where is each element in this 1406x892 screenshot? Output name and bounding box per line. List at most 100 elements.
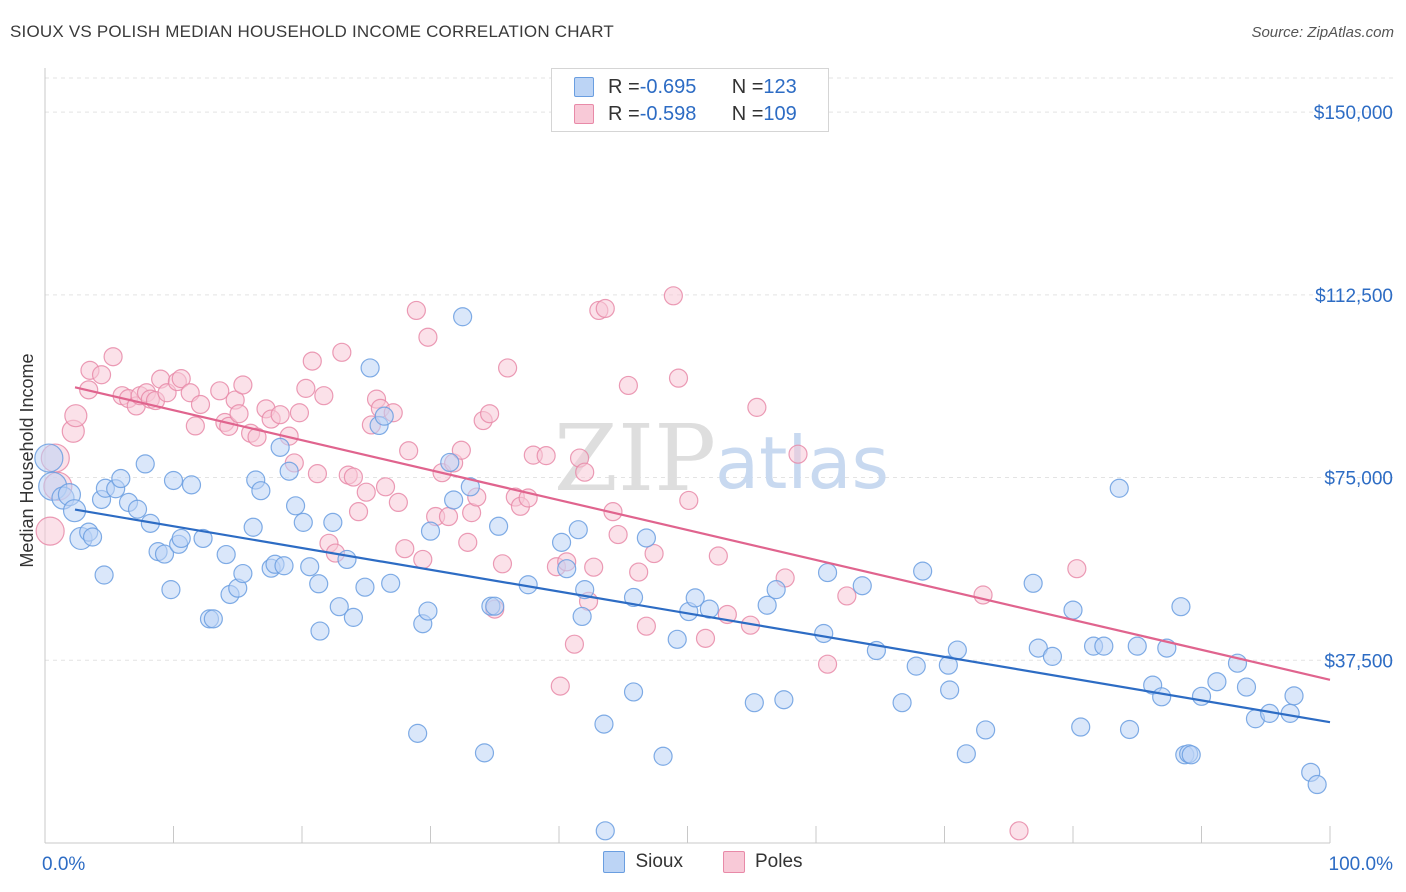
poles-point: [247, 427, 267, 447]
series-swatch-sioux: [603, 851, 626, 873]
watermark-atlas: atlas: [715, 421, 889, 505]
sioux-point: [1307, 774, 1327, 795]
sioux-point: [757, 595, 777, 615]
sioux-point: [1109, 478, 1129, 498]
sioux-point: [418, 601, 438, 621]
series-legend: Sioux Poles: [0, 851, 1406, 873]
sioux-point: [127, 499, 148, 519]
poles-point: [1009, 821, 1029, 841]
poles-point: [564, 634, 585, 654]
poles-point: [307, 464, 328, 484]
legend-row-sioux: R = -0.695 N = 123: [552, 74, 797, 100]
series-legend-sioux: Sioux: [603, 851, 683, 873]
sioux-point: [1028, 638, 1048, 658]
poles-point: [458, 532, 478, 552]
sioux-point: [744, 693, 764, 713]
sioux-point: [293, 512, 313, 532]
sioux-point: [310, 621, 330, 641]
sioux-point: [233, 563, 253, 584]
poles-point: [348, 502, 369, 522]
sioux-point: [360, 358, 380, 378]
legend-n-label: N =: [731, 102, 764, 125]
poles-point: [668, 368, 689, 388]
sioux-point: [1181, 745, 1201, 765]
poles-points: [35, 286, 1087, 841]
poles-point: [289, 403, 310, 423]
poles-point: [406, 300, 426, 321]
sioux-point: [1152, 687, 1172, 707]
sioux-point: [161, 580, 181, 600]
poles-point: [584, 557, 604, 577]
sioux-point: [300, 557, 320, 577]
sioux-point: [568, 520, 588, 540]
sioux-point: [270, 437, 290, 457]
sioux-points: [34, 307, 1327, 841]
sioux-point: [1042, 646, 1063, 666]
sioux-point: [203, 609, 223, 629]
poles-point: [388, 492, 408, 513]
series-label-poles: Poles: [755, 851, 803, 872]
poles-point: [708, 546, 728, 566]
sioux-point: [852, 576, 872, 596]
chart-title: SIOUX VS POLISH MEDIAN HOUSEHOLD INCOME …: [10, 22, 614, 41]
poles-point: [103, 347, 123, 367]
poles-point: [356, 482, 376, 502]
sioux-point: [279, 461, 299, 481]
sioux-point: [956, 744, 976, 764]
poles-point: [817, 654, 838, 674]
sioux-point: [171, 528, 191, 549]
sioux-point: [82, 527, 103, 547]
sioux-trend-line: [74, 508, 1331, 724]
poles-point: [644, 543, 664, 564]
poles-point: [35, 516, 65, 546]
poles-point: [837, 586, 857, 606]
legend-swatch-sioux: [574, 77, 594, 97]
sioux-point: [572, 606, 592, 627]
poles-trend-line: [74, 386, 1331, 681]
sioux-point: [374, 406, 394, 426]
poles-point: [608, 524, 628, 545]
sioux-point: [408, 723, 428, 743]
sioux-point: [594, 714, 614, 734]
sioux-point: [329, 597, 349, 617]
legend-r-label: R =: [608, 75, 640, 98]
poles-point: [91, 365, 112, 385]
sioux-point: [1063, 600, 1083, 620]
y-axis-title: Median Household Income: [17, 353, 37, 567]
poles-point: [550, 676, 570, 696]
poles-point: [695, 628, 716, 648]
sioux-point: [489, 516, 509, 536]
sioux-point: [1284, 686, 1304, 706]
sioux-point: [135, 454, 155, 474]
y-tick-label: $112,500: [1315, 286, 1393, 307]
sioux-point: [766, 580, 786, 600]
poles-point: [343, 467, 363, 487]
sioux-point: [381, 573, 401, 593]
poles-point: [1067, 559, 1087, 579]
sioux-point: [814, 623, 834, 644]
legend-r-label: R =: [608, 102, 640, 125]
poles-point: [636, 616, 656, 636]
x-tick-label-start: 0.0%: [42, 854, 85, 875]
poles-point: [663, 286, 683, 306]
sioux-point: [1236, 677, 1257, 697]
legend-n-label: N =: [731, 75, 764, 98]
sioux-point: [892, 693, 912, 713]
poles-point: [480, 404, 500, 424]
sioux-point: [653, 746, 673, 766]
poles-point: [418, 327, 438, 347]
series-legend-poles: Poles: [723, 851, 803, 873]
sioux-point: [193, 528, 213, 549]
legend-swatch-poles: [574, 104, 594, 124]
sioux-point: [251, 481, 271, 501]
poles-point: [451, 440, 471, 460]
sioux-point: [337, 549, 357, 570]
poles-point: [618, 375, 638, 396]
poles-point: [185, 416, 205, 436]
sioux-point: [485, 596, 505, 616]
sioux-point: [420, 521, 441, 541]
sioux-point: [216, 544, 236, 565]
sioux-point: [1023, 573, 1043, 593]
y-tick-label: $150,000: [1314, 103, 1393, 124]
x-tick-label-end: 100.0%: [1329, 854, 1394, 875]
